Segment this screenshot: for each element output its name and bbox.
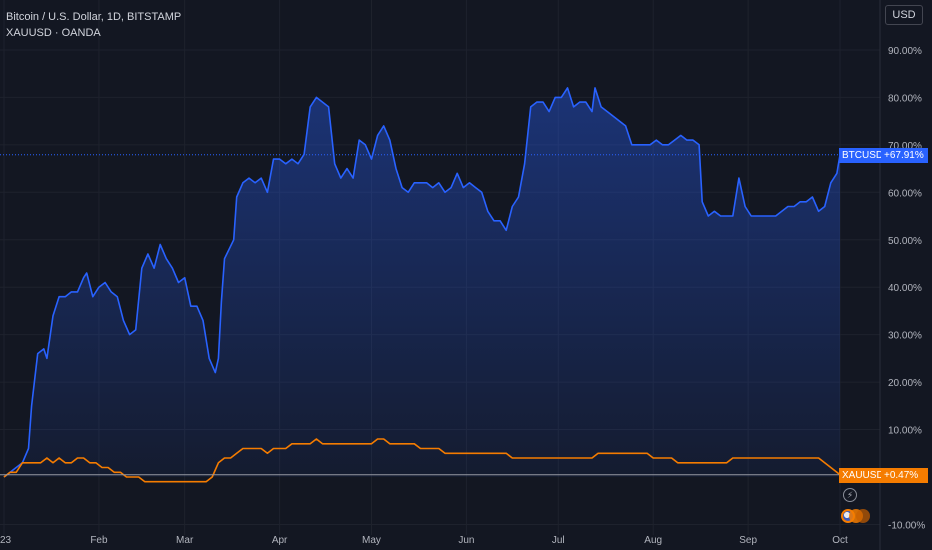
x-tick-label: Oct bbox=[832, 535, 848, 546]
x-tick-label: Aug bbox=[644, 535, 662, 546]
series-line-xauusd bbox=[3, 438, 841, 483]
x-tick-label: May bbox=[362, 535, 381, 546]
lightning-icon[interactable]: ⚡ bbox=[843, 488, 857, 502]
legend-main-symbol[interactable]: Bitcoin / U.S. Dollar, 1D, BITSTAMP bbox=[6, 11, 182, 23]
y-tick-label: 90.00% bbox=[888, 46, 922, 57]
y-tick-label: 50.00% bbox=[888, 236, 922, 247]
x-tick-label: Feb bbox=[90, 535, 108, 546]
y-tick-label: 30.00% bbox=[888, 331, 922, 342]
legend-compare-symbol[interactable]: XAUUSD · OANDA bbox=[6, 27, 101, 39]
y-tick-label: 60.00% bbox=[888, 188, 922, 199]
x-tick-label: 23 bbox=[0, 535, 12, 546]
x-tick-label: Jul bbox=[552, 535, 565, 546]
currency-button[interactable]: USD bbox=[885, 5, 923, 25]
series-area-btcusd bbox=[4, 87, 840, 478]
y-tick-label: 40.00% bbox=[888, 283, 922, 294]
series-line-btcusd bbox=[3, 87, 841, 478]
y-tick-label: 10.00% bbox=[888, 426, 922, 437]
y-tick-label: -10.00% bbox=[888, 520, 925, 531]
x-tick-label: Jun bbox=[458, 535, 474, 546]
xau-symbol-badge: XAUUSD bbox=[839, 467, 887, 483]
chart-legend: Bitcoin / U.S. Dollar, 1D, BITSTAMP XAUU… bbox=[6, 9, 181, 41]
xau-value-badge: +0.47% bbox=[881, 467, 928, 483]
x-tick-label: Mar bbox=[176, 535, 194, 546]
x-tick-label: Sep bbox=[739, 535, 757, 546]
y-tick-label: 70.00% bbox=[888, 141, 922, 152]
btc-symbol-badge: BTCUSD bbox=[839, 147, 887, 163]
flag-icon bbox=[856, 509, 870, 523]
series-layer bbox=[0, 87, 880, 483]
btc-value-badge: +67.91% bbox=[881, 147, 928, 163]
x-tick-label: Apr bbox=[272, 535, 288, 546]
y-tick-label: 80.00% bbox=[888, 93, 922, 104]
y-tick-label: 20.00% bbox=[888, 378, 922, 389]
